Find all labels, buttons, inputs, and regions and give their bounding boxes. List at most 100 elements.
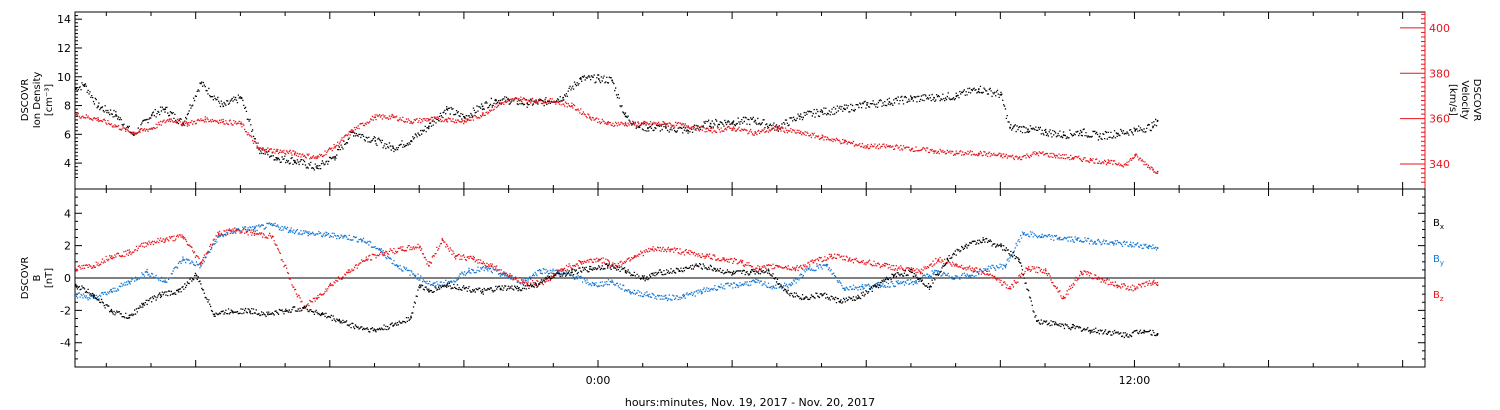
bx-point	[553, 274, 555, 277]
ion-density-point	[115, 114, 117, 116]
y-tick-label: 2	[64, 240, 71, 253]
velocity-point	[955, 152, 958, 155]
bx-point	[128, 316, 131, 319]
y-tick-label-right: 340	[1429, 158, 1450, 171]
by-point	[379, 248, 381, 251]
velocity-point	[642, 123, 645, 125]
bx-point	[642, 278, 645, 280]
y-tick-label: -2	[60, 304, 71, 317]
by-point	[200, 265, 202, 267]
velocity-point	[240, 123, 242, 125]
bz-point	[182, 235, 184, 238]
bx-point	[213, 313, 216, 316]
bx-point	[803, 297, 806, 299]
bx-point	[1018, 258, 1020, 261]
velocity-point	[933, 150, 935, 152]
bx-point	[1000, 245, 1002, 248]
legend-by: By	[1433, 254, 1444, 267]
bx-point	[285, 310, 287, 312]
ion-density-point	[598, 78, 600, 80]
velocity-point	[624, 123, 627, 125]
by-point	[933, 271, 935, 274]
ion-density-point	[562, 96, 564, 99]
bx-point	[821, 294, 824, 296]
by-point	[1076, 239, 1078, 241]
bz-point	[741, 261, 743, 264]
bz-point	[329, 284, 332, 287]
y-tick-label-left: 4	[64, 157, 71, 170]
ion-density-point	[624, 115, 627, 118]
ion-density-point	[665, 127, 667, 129]
by-point	[826, 265, 828, 267]
bx-point	[946, 258, 949, 261]
ion-density-trace	[75, 74, 1159, 171]
velocity-point	[1152, 168, 1154, 171]
bz-point	[200, 261, 202, 264]
by-point	[307, 232, 310, 235]
velocity-point	[607, 123, 609, 125]
by-point	[1004, 265, 1007, 267]
velocity-point	[316, 157, 318, 159]
ion-density-point	[392, 147, 394, 149]
by-point	[486, 268, 488, 270]
bx-point	[1071, 326, 1074, 329]
legend-bz: Bz	[1433, 290, 1444, 303]
ion-density-point	[1134, 130, 1136, 132]
velocity-point	[754, 132, 757, 134]
bx-point	[75, 284, 77, 287]
y-label-line: [km/s]	[1447, 84, 1458, 116]
by-point	[665, 297, 667, 299]
velocity-point	[732, 127, 734, 130]
bz-point	[669, 248, 672, 251]
y-tick-label: 4	[64, 207, 71, 220]
bz-point	[884, 265, 886, 267]
by-point	[361, 239, 363, 241]
bx-point	[249, 310, 251, 312]
ion-density-point	[495, 99, 497, 102]
ion-density-point	[1045, 131, 1047, 133]
bx-point	[320, 313, 323, 316]
bz-point	[508, 274, 511, 277]
ion-density-point	[799, 115, 801, 118]
by-point	[110, 290, 113, 293]
ion-density-point	[526, 102, 529, 105]
velocity-point	[294, 152, 296, 155]
velocity-point	[392, 116, 394, 118]
ion-density-point	[843, 108, 846, 110]
bx-point	[1089, 329, 1092, 332]
by-point	[450, 281, 453, 283]
ion-density-point	[428, 125, 430, 128]
by-point	[1094, 240, 1096, 243]
y-tick-label-right: 360	[1429, 113, 1450, 126]
bz-point	[919, 271, 922, 274]
bz-point	[1027, 268, 1029, 270]
bz-point	[383, 252, 385, 254]
bx-series	[75, 237, 1159, 339]
bx-point	[1156, 333, 1159, 335]
velocity-point	[553, 100, 555, 103]
by-point	[539, 269, 542, 272]
bx-point	[607, 265, 609, 267]
ion-density-point	[1000, 94, 1002, 96]
by-point	[1058, 237, 1060, 240]
by-point	[879, 284, 882, 287]
by-point	[861, 286, 864, 288]
by-point	[146, 271, 149, 274]
bz-series	[75, 227, 1159, 309]
velocity-point	[374, 116, 377, 118]
by-point	[611, 281, 613, 283]
ion-density-point	[83, 84, 86, 86]
bz-point	[347, 271, 350, 274]
velocity-point	[709, 130, 712, 132]
by-point	[75, 294, 77, 296]
by-point	[986, 268, 989, 270]
ion-density-point	[240, 96, 242, 99]
ion-density-point	[164, 108, 166, 110]
by-point	[414, 274, 417, 277]
bx-point	[428, 290, 430, 293]
velocity-point	[276, 150, 278, 152]
velocity-point	[535, 100, 537, 103]
velocity-point	[481, 114, 484, 116]
